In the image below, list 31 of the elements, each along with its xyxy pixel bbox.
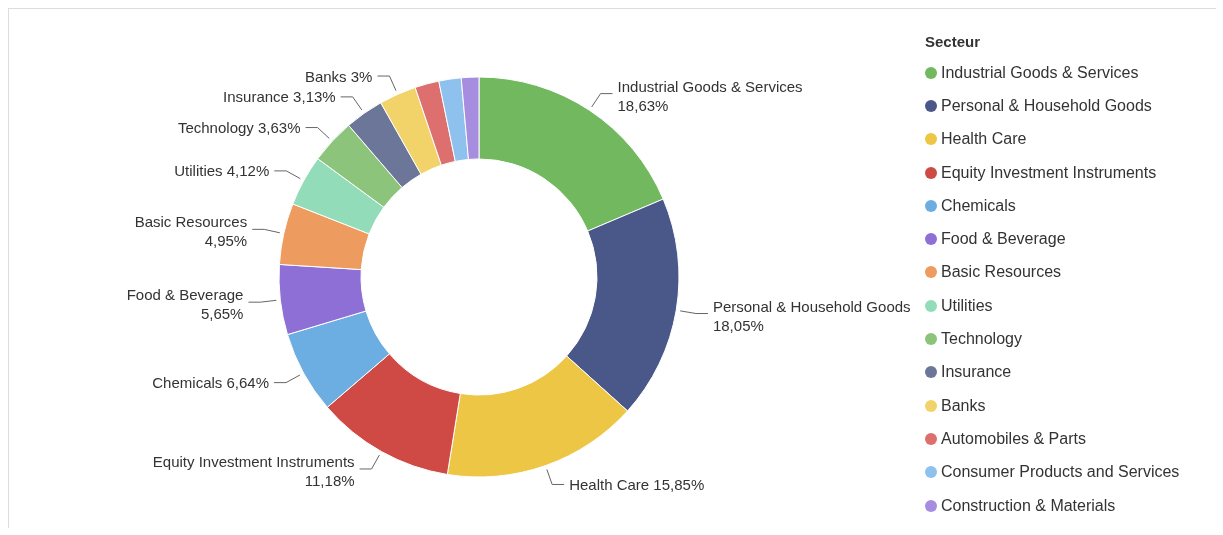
legend-label: Equity Investment Instruments [940, 162, 1158, 183]
slice-label: Food & Beverage [126, 285, 244, 303]
legend-label: Chemicals [940, 195, 1017, 216]
legend-label: Basic Resources [940, 262, 1063, 283]
category-label: Banks 3% [304, 67, 373, 85]
slice-label: Industrial Goods & Services [617, 77, 803, 95]
slice-label: Equity Investment Instruments [152, 452, 355, 470]
category-label: Health Care 15,85% [569, 475, 705, 493]
legend-label: Construction & Materials [940, 495, 1117, 516]
slice-label: Basic Resources [134, 212, 248, 230]
data-label: 18,05% [712, 316, 764, 334]
legend-title: Secteur [925, 33, 982, 50]
legend-label: Utilities [940, 295, 994, 316]
legend-label: Consumer Products and Services [940, 462, 1181, 483]
legend-label: Insurance [940, 362, 1013, 383]
legend-label: Automobiles & Parts [940, 428, 1087, 449]
data-label: 5,65% [200, 304, 244, 322]
data-label: 11,18% [304, 471, 355, 489]
legend-label: Banks [940, 395, 987, 416]
category-label: Insurance 3,13% [223, 88, 336, 106]
legend-label: Industrial Goods & Services [940, 62, 1140, 83]
category-label: Utilities 4,12% [174, 162, 270, 180]
category-label: Technology 3,63% [177, 119, 301, 137]
data-label: 4,95% [204, 231, 248, 249]
data-label: 18,63% [617, 96, 669, 114]
legend-label: Health Care [940, 129, 1028, 150]
slice-label: Personal & Household Goods [712, 297, 911, 315]
category-label: Chemicals 6,64% [152, 374, 270, 392]
legend-label: Food & Beverage [940, 229, 1067, 250]
legend-label: Personal & Household Goods [940, 95, 1153, 116]
legend-label: Technology [940, 329, 1023, 349]
